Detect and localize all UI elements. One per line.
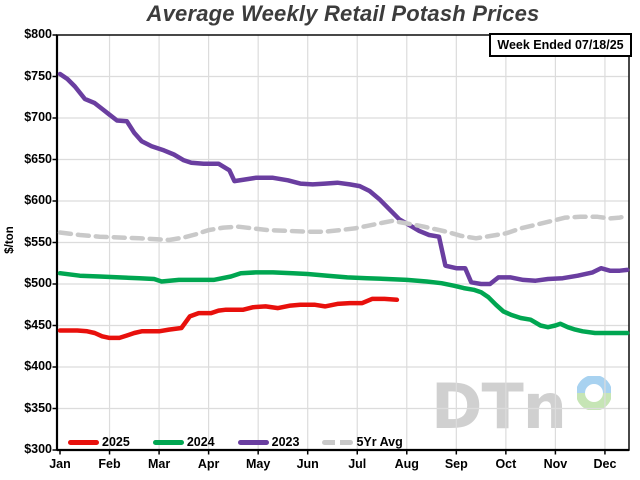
y-tick-label: $650	[24, 151, 52, 166]
legend-item-2024: 2024	[152, 435, 215, 449]
legend-label: 2025	[102, 435, 130, 449]
dtn-logo: DTn	[431, 370, 567, 443]
legend-item-2025: 2025	[68, 435, 130, 449]
series-5yr-avg-line	[57, 213, 630, 243]
y-tick-label: $700	[24, 110, 52, 124]
series-2023-line	[57, 71, 630, 287]
legend-swatch	[237, 439, 269, 445]
x-tick-label: Feb	[98, 457, 121, 471]
y-tick-label: $500	[24, 276, 52, 290]
x-tick-label: Dec	[593, 457, 617, 471]
x-tick-label: Jun	[296, 457, 319, 471]
x-tick-label: Nov	[543, 457, 568, 471]
legend-swatch	[152, 439, 184, 445]
x-tick-label: Jan	[49, 457, 71, 471]
y-tick-label: $550	[24, 234, 52, 249]
y-tick-label: $400	[24, 359, 52, 373]
legend-item-2023: 2023	[237, 435, 300, 449]
x-tick-label: Sep	[444, 457, 468, 471]
week-ended-badge: Week Ended 07/18/25	[489, 33, 632, 57]
x-tick-label: May	[245, 457, 271, 471]
legend-item-5yr-avg: 5Yr Avg	[322, 435, 403, 449]
y-tick-label: $300	[24, 442, 52, 456]
legend-label: 2023	[271, 435, 300, 449]
x-tick-label: Mar	[147, 457, 171, 471]
x-tick-label: Jul	[348, 457, 367, 471]
legend: 2025 2024 2023 5Yr Avg	[68, 434, 403, 450]
x-tick-label: Oct	[495, 457, 517, 471]
legend-swatch	[68, 439, 99, 445]
x-tick-label: Apr	[197, 457, 220, 471]
y-tick-label: $800	[24, 27, 52, 41]
legend-swatch	[322, 439, 354, 445]
page-title: Average Weekly Retail Potash Prices	[146, 1, 540, 26]
series-2025-line	[57, 296, 400, 341]
series-2024-line	[57, 270, 630, 336]
week-ended-label: Week Ended 07/18/25	[497, 38, 624, 52]
legend-label: 2024	[186, 435, 215, 449]
dtn-logo-ring-icon	[577, 376, 611, 410]
y-tick-label: $350	[24, 400, 52, 415]
y-tick-label: $450	[24, 317, 52, 332]
y-tick-label: $750	[24, 68, 52, 83]
x-tick-label: Aug	[394, 457, 419, 471]
legend-label: 5Yr Avg	[356, 435, 403, 449]
y-tick-label: $600	[24, 193, 52, 207]
